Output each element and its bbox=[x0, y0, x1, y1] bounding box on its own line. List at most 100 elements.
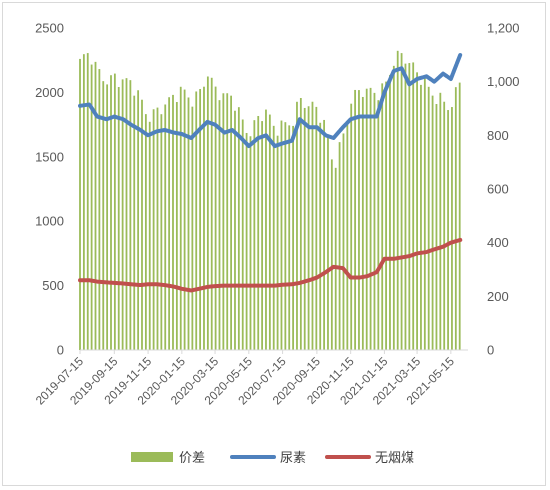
price-spread-bar bbox=[451, 107, 453, 350]
price-spread-bar bbox=[431, 95, 434, 351]
price-spread-bar bbox=[342, 133, 345, 350]
price-spread-bar bbox=[94, 61, 97, 351]
price-spread-bar bbox=[358, 90, 360, 350]
price-spread-bar bbox=[280, 120, 283, 350]
price-spread-bar bbox=[82, 54, 85, 351]
price-spread-bar bbox=[148, 121, 151, 350]
price-spread-bar bbox=[404, 63, 407, 350]
legend-label: 尿素 bbox=[280, 451, 306, 466]
legend: 价差 尿素 无烟煤 bbox=[131, 451, 414, 466]
price-spread-bar bbox=[315, 106, 318, 351]
price-spread-bar bbox=[199, 89, 202, 351]
price-spread-bar bbox=[245, 132, 248, 350]
price-spread-bar bbox=[265, 109, 267, 350]
price-spread-bar bbox=[241, 119, 244, 350]
price-spread-bar bbox=[257, 115, 260, 351]
bar-series-price-spread bbox=[79, 50, 461, 351]
price-spread-bar bbox=[327, 136, 329, 350]
price-spread-bar bbox=[187, 97, 190, 350]
legend-label: 价差 bbox=[179, 451, 205, 466]
price-spread-bar bbox=[303, 107, 306, 350]
price-spread-bar bbox=[435, 104, 438, 350]
price-spread-bar bbox=[152, 109, 155, 350]
right-tick-label: 0 bbox=[487, 343, 494, 358]
price-spread-bar bbox=[160, 114, 163, 350]
price-spread-bar bbox=[137, 90, 140, 350]
price-spread-bar bbox=[296, 101, 298, 350]
price-spread-bar bbox=[164, 104, 167, 350]
price-spread-bar bbox=[253, 120, 256, 350]
price-spread-bar bbox=[338, 142, 341, 350]
price-spread-bar bbox=[156, 107, 159, 350]
price-spread-bar bbox=[423, 78, 426, 350]
left-tick-label: 1500 bbox=[35, 149, 64, 164]
right-tick-label: 1,200 bbox=[487, 21, 520, 36]
price-spread-bar bbox=[400, 53, 403, 350]
price-spread-bar bbox=[458, 82, 461, 350]
price-spread-bar bbox=[234, 110, 236, 350]
price-spread-bar bbox=[222, 93, 225, 350]
price-spread-bar bbox=[106, 84, 109, 350]
price-spread-bar bbox=[98, 69, 101, 350]
price-spread-bar bbox=[79, 58, 81, 350]
left-axis: 0 500 1000 1500 2000 2500 bbox=[35, 21, 64, 358]
price-spread-bar bbox=[292, 125, 294, 351]
price-spread-bar bbox=[284, 122, 287, 351]
price-spread-bar bbox=[396, 50, 399, 351]
left-tick-label: 0 bbox=[57, 343, 64, 358]
price-spread-bar bbox=[195, 91, 198, 350]
price-spread-bar bbox=[288, 125, 291, 350]
price-spread-bar bbox=[427, 86, 430, 350]
price-spread-bar bbox=[125, 78, 128, 350]
price-spread-bar bbox=[249, 136, 252, 350]
price-spread-bar bbox=[90, 64, 93, 351]
price-spread-bar bbox=[373, 92, 376, 350]
price-spread-bar bbox=[311, 101, 314, 350]
price-spread-bar bbox=[420, 84, 422, 350]
right-axis: 0 200 400 600 800 1,000 1,200 bbox=[487, 21, 520, 358]
price-spread-bar bbox=[392, 65, 395, 350]
line-anthracite bbox=[78, 237, 463, 293]
price-spread-bar bbox=[416, 72, 418, 350]
price-spread-bar bbox=[276, 135, 279, 350]
price-spread-bar bbox=[319, 122, 322, 350]
price-spread-bar bbox=[230, 95, 232, 350]
price-spread-bar bbox=[144, 114, 147, 351]
line-urea bbox=[78, 52, 463, 149]
price-spread-bar bbox=[237, 107, 240, 350]
price-spread-bar bbox=[361, 96, 364, 350]
price-spread-bar bbox=[226, 93, 229, 350]
price-spread-bar bbox=[261, 121, 263, 350]
right-tick-label: 1,000 bbox=[487, 74, 520, 89]
price-spread-bar bbox=[214, 86, 217, 350]
right-tick-label: 600 bbox=[487, 182, 509, 197]
price-spread-bar bbox=[330, 159, 333, 350]
price-spread-bar bbox=[86, 53, 89, 350]
price-spread-bar bbox=[113, 73, 116, 350]
left-tick-label: 2500 bbox=[35, 21, 64, 36]
price-spread-bar bbox=[299, 98, 302, 350]
left-tick-label: 2000 bbox=[35, 85, 64, 100]
price-spread-bar bbox=[183, 89, 186, 350]
legend-swatch bbox=[131, 452, 173, 462]
price-spread-bar bbox=[365, 88, 368, 350]
price-spread-bar bbox=[385, 81, 387, 350]
price-spread-bar bbox=[408, 63, 411, 350]
legend-label: 无烟煤 bbox=[375, 451, 414, 466]
price-spread-bar bbox=[141, 99, 143, 350]
price-spread-bar bbox=[350, 103, 353, 350]
price-spread-bar bbox=[381, 83, 384, 351]
price-spread-bar bbox=[218, 100, 221, 350]
price-spread-bar bbox=[334, 167, 337, 350]
price-spread-bar bbox=[447, 110, 449, 350]
price-spread-bar bbox=[210, 77, 213, 350]
right-tick-label: 800 bbox=[487, 128, 509, 143]
right-tick-label: 200 bbox=[487, 289, 509, 304]
line-series-group bbox=[78, 52, 463, 293]
price-spread-bar bbox=[121, 79, 124, 350]
price-spread-bar bbox=[377, 100, 380, 350]
price-spread-bar bbox=[117, 87, 120, 351]
price-spread-bar bbox=[268, 114, 271, 350]
price-spread-bar bbox=[206, 76, 209, 351]
